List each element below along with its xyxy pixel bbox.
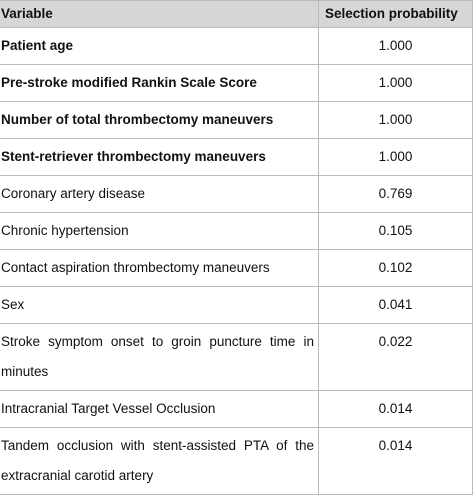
variable-cell: Pre-stroke modified Rankin Scale Score: [0, 64, 319, 102]
header-cell: Selection probability: [318, 0, 473, 28]
header-cell: Variable: [0, 0, 319, 28]
variable-cell: Stroke symptom onset to groin puncture t…: [0, 323, 319, 391]
table-row: Stroke symptom onset to groin puncture t…: [0, 323, 473, 391]
probability-cell: 1.000: [318, 138, 473, 176]
variable-cell: Tandem occlusion with stent-assisted PTA…: [0, 427, 319, 495]
variable-cell: Coronary artery disease: [0, 175, 319, 213]
table-row: Contact aspiration thrombectomy maneuver…: [0, 249, 473, 287]
table-row: Pre-stroke modified Rankin Scale Score 1.…: [0, 64, 473, 102]
probability-cell: 1.000: [318, 101, 473, 139]
variable-cell: Contact aspiration thrombectomy maneuver…: [0, 249, 319, 287]
variable-cell: Stent-retriever thrombectomy maneuvers: [0, 138, 319, 176]
table-row: Chronic hypertension 0.105: [0, 212, 473, 250]
variable-cell: Intracranial Target Vessel Occlusion: [0, 390, 319, 428]
probability-cell: 0.105: [318, 212, 473, 250]
header-row: Variable Selection probability: [0, 0, 473, 28]
table-row: Intracranial Target Vessel Occlusion 0.01…: [0, 390, 473, 428]
table-body: Patient age 1.000 Pre-stroke modified Rank…: [0, 27, 473, 495]
probability-cell: 0.014: [318, 390, 473, 428]
probability-cell: 1.000: [318, 27, 473, 65]
table-row: Sex 0.041: [0, 286, 473, 324]
table-row: Patient age 1.000: [0, 27, 473, 65]
table-row: Number of total thrombectomy maneuvers 1.…: [0, 101, 473, 139]
table-row: Coronary artery disease 0.769: [0, 175, 473, 213]
table-row: Stent-retriever thrombectomy maneuvers 1.…: [0, 138, 473, 176]
probability-cell: 1.000: [318, 64, 473, 102]
variable-cell: Number of total thrombectomy maneuvers: [0, 101, 319, 139]
variable-cell: Patient age: [0, 27, 319, 65]
table-row: Tandem occlusion with stent-assisted PTA…: [0, 427, 473, 495]
probability-cell: 0.102: [318, 249, 473, 287]
probability-cell: 0.022: [318, 323, 473, 391]
variable-cell: Sex: [0, 286, 319, 324]
probability-cell: 0.769: [318, 175, 473, 213]
variable-cell: Chronic hypertension: [0, 212, 319, 250]
probability-cell: 0.014: [318, 427, 473, 495]
probability-cell: 0.041: [318, 286, 473, 324]
